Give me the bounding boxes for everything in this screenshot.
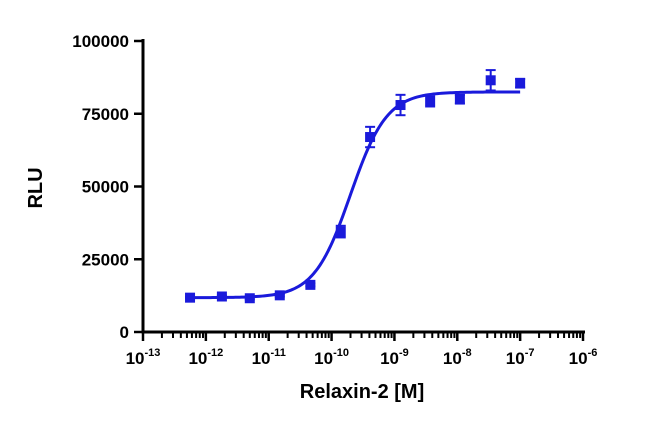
x-tick-label: 10-11: [252, 347, 286, 368]
y-tick-label: 100000: [72, 32, 129, 51]
data-point: [244, 293, 255, 304]
y-axis-title: RLU: [25, 167, 47, 208]
data-point: [216, 291, 227, 302]
x-tick-label: 10-13: [126, 347, 161, 368]
x-axis-ticks: 10-13 10-12 10-11 10-10 10-9 10-8 10-7 10-6: [126, 332, 598, 368]
y-tick-label: 50000: [82, 178, 129, 197]
x-tick-label: 10-12: [188, 347, 223, 368]
data-point: [185, 292, 196, 303]
y-tick-label: 25000: [82, 250, 129, 269]
data-point: [395, 100, 406, 111]
fit-curve-layer: [190, 90, 521, 300]
data-points-layer: [185, 69, 526, 304]
y-tick-label: 0: [120, 323, 129, 342]
data-point: [305, 279, 316, 290]
data-point: [485, 75, 496, 86]
x-tick-label: 10-9: [380, 347, 409, 368]
x-tick-label: 10-7: [506, 347, 535, 368]
data-point: [274, 290, 285, 301]
x-tick-label: 10-6: [569, 347, 598, 368]
x-axis-title: Relaxin-2 [M]: [300, 381, 424, 403]
fit-curve: [190, 90, 521, 300]
data-point: [365, 132, 376, 143]
data-point: [425, 95, 436, 106]
x-tick-label: 10-10: [314, 347, 349, 368]
data-point: [454, 94, 465, 105]
y-axis-ticks: 0 25000 50000 75000 100000: [72, 32, 143, 342]
data-point: [335, 226, 346, 237]
data-point: [515, 78, 526, 89]
y-tick-label: 75000: [82, 105, 129, 124]
x-tick-label: 10-8: [443, 347, 472, 368]
